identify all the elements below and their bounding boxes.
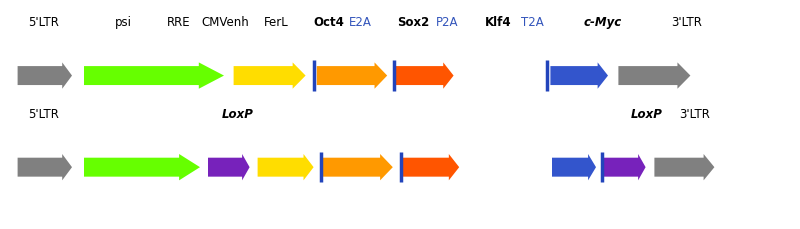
Text: Sox2: Sox2 bbox=[397, 16, 429, 29]
Polygon shape bbox=[618, 63, 690, 89]
Text: CMVenh: CMVenh bbox=[202, 16, 250, 29]
Polygon shape bbox=[396, 63, 454, 89]
Text: c-Myc: c-Myc bbox=[583, 16, 622, 29]
Polygon shape bbox=[18, 154, 72, 180]
Polygon shape bbox=[317, 63, 387, 89]
Text: 3'LTR: 3'LTR bbox=[671, 16, 702, 29]
Polygon shape bbox=[604, 154, 646, 180]
Polygon shape bbox=[18, 63, 72, 89]
Polygon shape bbox=[322, 154, 393, 180]
Text: LoxP: LoxP bbox=[630, 108, 662, 121]
Text: P2A: P2A bbox=[436, 16, 458, 29]
Polygon shape bbox=[84, 154, 200, 180]
Text: 5'LTR: 5'LTR bbox=[29, 16, 59, 29]
Text: FerL: FerL bbox=[264, 16, 288, 29]
Text: T2A: T2A bbox=[521, 16, 543, 29]
Text: 5'LTR: 5'LTR bbox=[29, 108, 59, 121]
Text: RRE: RRE bbox=[166, 16, 190, 29]
Polygon shape bbox=[208, 154, 250, 180]
Text: 3'LTR: 3'LTR bbox=[679, 108, 710, 121]
Polygon shape bbox=[654, 154, 714, 180]
Polygon shape bbox=[402, 154, 459, 180]
Polygon shape bbox=[84, 63, 224, 89]
Text: Oct4: Oct4 bbox=[314, 16, 344, 29]
Polygon shape bbox=[258, 154, 314, 180]
Polygon shape bbox=[552, 154, 596, 180]
Text: LoxP: LoxP bbox=[222, 108, 254, 121]
Polygon shape bbox=[234, 63, 306, 89]
Text: E2A: E2A bbox=[350, 16, 372, 29]
Text: Klf4: Klf4 bbox=[485, 16, 512, 29]
Polygon shape bbox=[550, 63, 608, 89]
Text: psi: psi bbox=[114, 16, 132, 29]
